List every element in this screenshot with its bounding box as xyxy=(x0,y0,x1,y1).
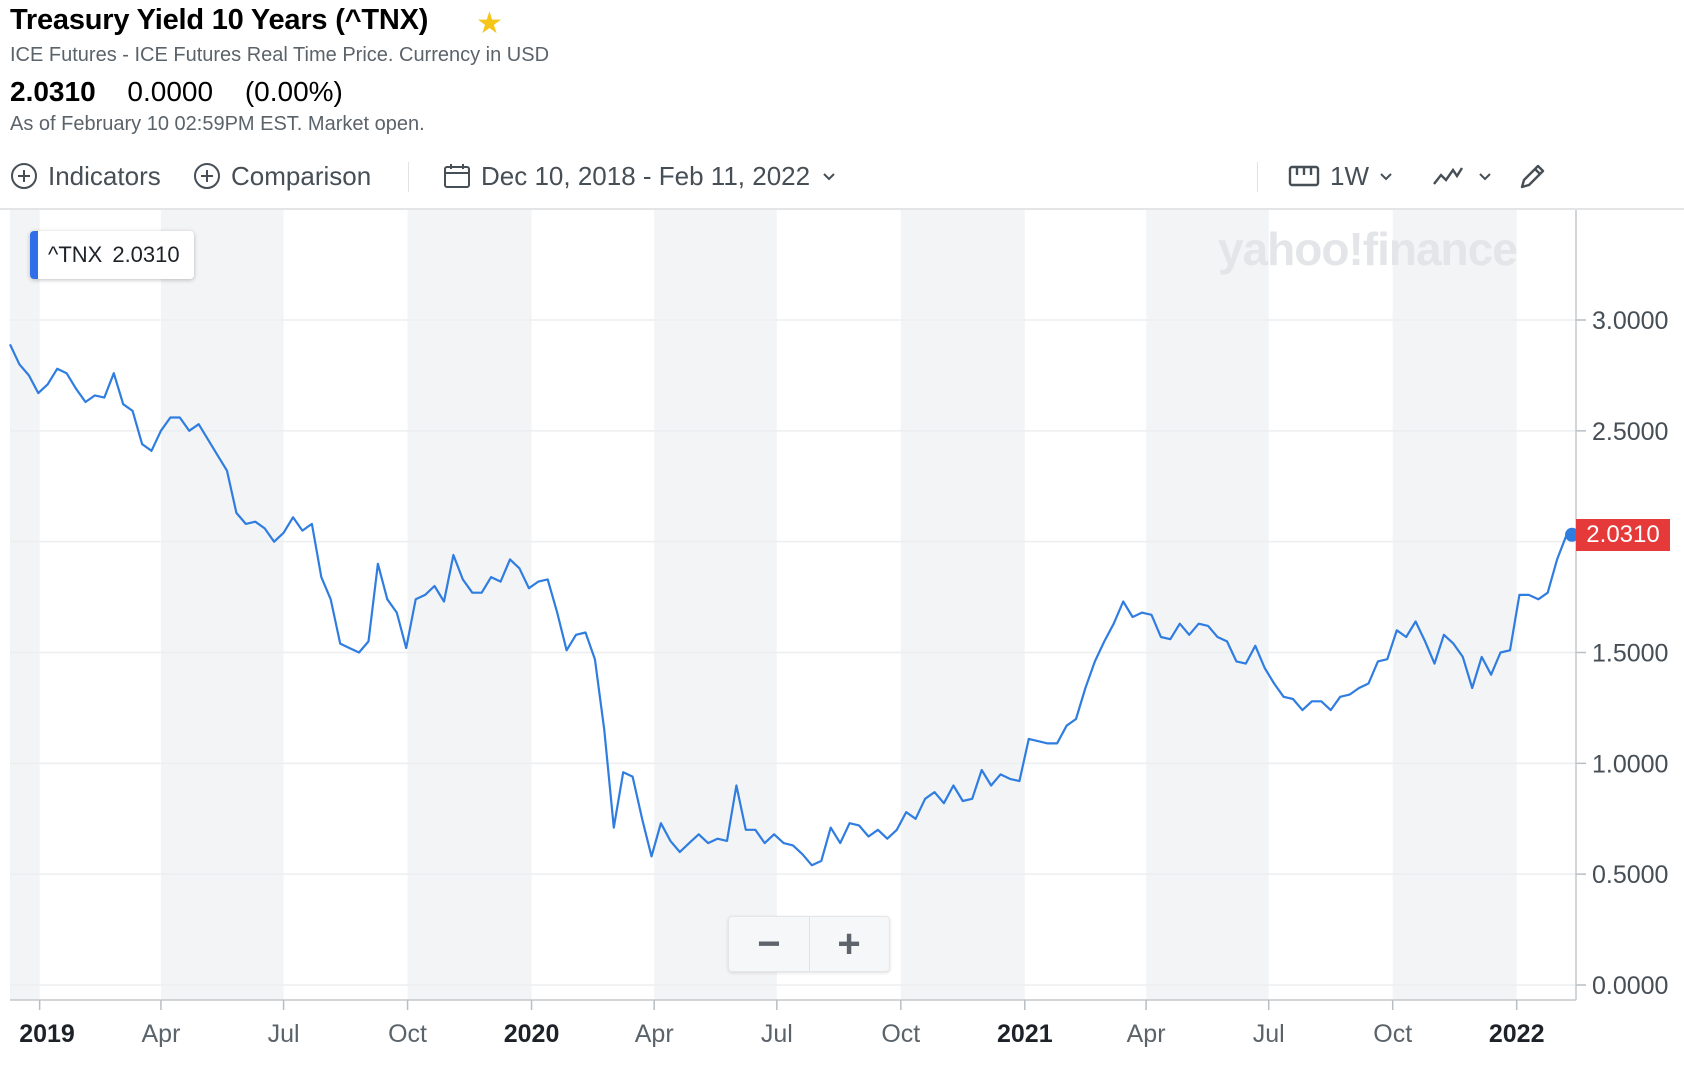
quarter-band xyxy=(160,210,284,1000)
pencil-icon xyxy=(1520,164,1545,189)
y-tick-label: 1.0000 xyxy=(1592,750,1668,778)
quarter-band xyxy=(407,210,532,1000)
quarter-band xyxy=(1146,210,1269,1000)
badge-symbol: ^TNX xyxy=(48,242,103,267)
y-tick-label: 1.5000 xyxy=(1592,640,1668,668)
quarter-band xyxy=(10,210,40,1000)
x-tick-label: Oct xyxy=(388,1020,427,1048)
date-range-button[interactable]: Dec 10, 2018 - Feb 11, 2022 xyxy=(443,150,848,202)
plus-circle-icon xyxy=(11,163,37,189)
calendar-icon xyxy=(444,164,470,188)
last-price-label: 2.0310 xyxy=(1576,518,1670,551)
x-tick-label: Apr xyxy=(1127,1020,1166,1048)
price-change-percent: (0.00%) xyxy=(244,76,343,107)
ruler-icon xyxy=(1288,165,1320,187)
y-tick-label: 0.0000 xyxy=(1592,972,1668,1000)
quarter-band xyxy=(1392,210,1517,1000)
toolbar-divider xyxy=(1257,162,1258,192)
x-tick-label: 2020 xyxy=(504,1020,560,1048)
x-tick-label: Apr xyxy=(141,1020,180,1048)
x-tick-label: Oct xyxy=(881,1020,920,1048)
y-tick-label: 3.0000 xyxy=(1592,307,1668,335)
quarter-band xyxy=(654,210,777,1000)
draw-tool-button[interactable] xyxy=(1518,150,1558,202)
star-icon[interactable]: ★ xyxy=(476,7,503,40)
quote-line: 2.0310 0.0000 (0.00%) xyxy=(10,76,367,108)
interval-label: 1W xyxy=(1330,160,1369,191)
chevron-down-icon xyxy=(1380,173,1392,181)
as-of-status: As of February 10 02:59PM EST. Market op… xyxy=(10,113,425,135)
exchange-subtitle: ICE Futures - ICE Futures Real Time Pric… xyxy=(10,44,550,66)
line-chart-icon xyxy=(1433,167,1464,185)
y-tick-label: 2.5000 xyxy=(1592,418,1668,446)
x-tick-label: Oct xyxy=(1373,1020,1412,1048)
symbol-badge: ^TNX 2.0310 xyxy=(30,231,194,279)
indicators-button[interactable]: Indicators xyxy=(10,150,161,202)
x-tick-label: Jul xyxy=(1253,1020,1285,1048)
interval-button[interactable]: 1W xyxy=(1288,150,1405,202)
indicators-label: Indicators xyxy=(48,160,161,191)
zoom-out-button[interactable]: − xyxy=(729,917,810,971)
zoom-in-button[interactable]: + xyxy=(837,921,861,966)
plus-circle-icon xyxy=(194,163,220,189)
series-line xyxy=(9,343,1568,867)
x-tick-label: 2022 xyxy=(1489,1020,1545,1048)
x-tick-label: Jul xyxy=(761,1020,793,1048)
x-tick-label: 2021 xyxy=(997,1020,1053,1048)
x-tick-label: 2019 xyxy=(19,1020,75,1048)
yahoo-finance-logo: yahoo!finance xyxy=(1218,223,1518,275)
x-tick-label: Apr xyxy=(635,1020,674,1048)
chart-type-button[interactable] xyxy=(1432,150,1504,202)
comparison-button[interactable]: Comparison xyxy=(193,150,371,202)
y-tick-label: 0.5000 xyxy=(1592,861,1668,889)
chevron-down-icon xyxy=(823,173,835,181)
badge-value: 2.0310 xyxy=(112,242,180,267)
quarter-band xyxy=(900,210,1025,1000)
last-price-dot xyxy=(1565,527,1579,542)
page-title: Treasury Yield 10 Years (^TNX) xyxy=(10,4,429,36)
x-tick-label: Jul xyxy=(268,1020,300,1048)
toolbar-divider xyxy=(408,162,409,192)
comparison-label: Comparison xyxy=(231,160,372,191)
current-price: 2.0310 xyxy=(10,76,96,107)
date-range-label: Dec 10, 2018 - Feb 11, 2022 xyxy=(481,160,811,191)
zoom-control: − + xyxy=(728,916,890,972)
chevron-down-icon xyxy=(1479,173,1491,181)
price-change: 0.0000 xyxy=(127,76,214,107)
chart-toolbar: Indicators Comparison Dec 10, 2018 - Feb… xyxy=(0,150,1684,202)
